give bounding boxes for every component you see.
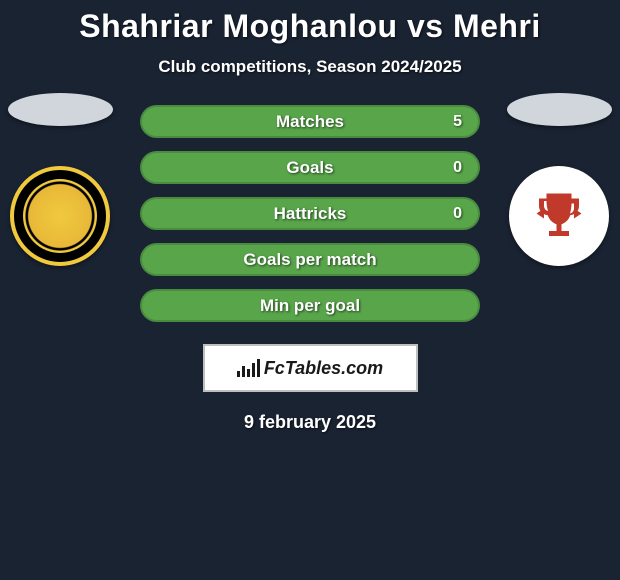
brand-text: FcTables.com: [264, 358, 383, 379]
stat-right-value: 5: [453, 113, 462, 131]
stat-row-goals: Goals 0: [140, 151, 480, 184]
stat-row-hattricks: Hattricks 0: [140, 197, 480, 230]
club-badge-right: [509, 166, 609, 266]
stat-right-value: 0: [453, 205, 462, 223]
page-title: Shahriar Moghanlou vs Mehri: [0, 8, 620, 45]
date-label: 9 february 2025: [0, 412, 620, 433]
trophy-icon: [529, 186, 589, 246]
stat-label: Matches: [142, 112, 478, 132]
stat-label: Hattricks: [142, 204, 478, 224]
right-player-column: [507, 93, 612, 266]
stat-label: Goals: [142, 158, 478, 178]
stat-row-goals-per-match: Goals per match: [140, 243, 480, 276]
brand-logo[interactable]: FcTables.com: [203, 344, 418, 392]
stat-right-value: 0: [453, 159, 462, 177]
player-placeholder-right: [507, 93, 612, 126]
stat-label: Goals per match: [142, 250, 478, 270]
bar-chart-icon: [237, 359, 260, 377]
comparison-widget: Shahriar Moghanlou vs Mehri Club competi…: [0, 0, 620, 433]
stat-label: Min per goal: [142, 296, 478, 316]
club-badge-left: [10, 166, 110, 266]
stat-row-min-per-goal: Min per goal: [140, 289, 480, 322]
stat-row-matches: Matches 5: [140, 105, 480, 138]
left-player-column: [8, 93, 113, 266]
subtitle: Club competitions, Season 2024/2025: [0, 57, 620, 77]
club-badge-left-inner: [23, 179, 97, 253]
stats-area: Matches 5 Goals 0 Hattricks 0 Goals per …: [0, 105, 620, 322]
player-placeholder-left: [8, 93, 113, 126]
